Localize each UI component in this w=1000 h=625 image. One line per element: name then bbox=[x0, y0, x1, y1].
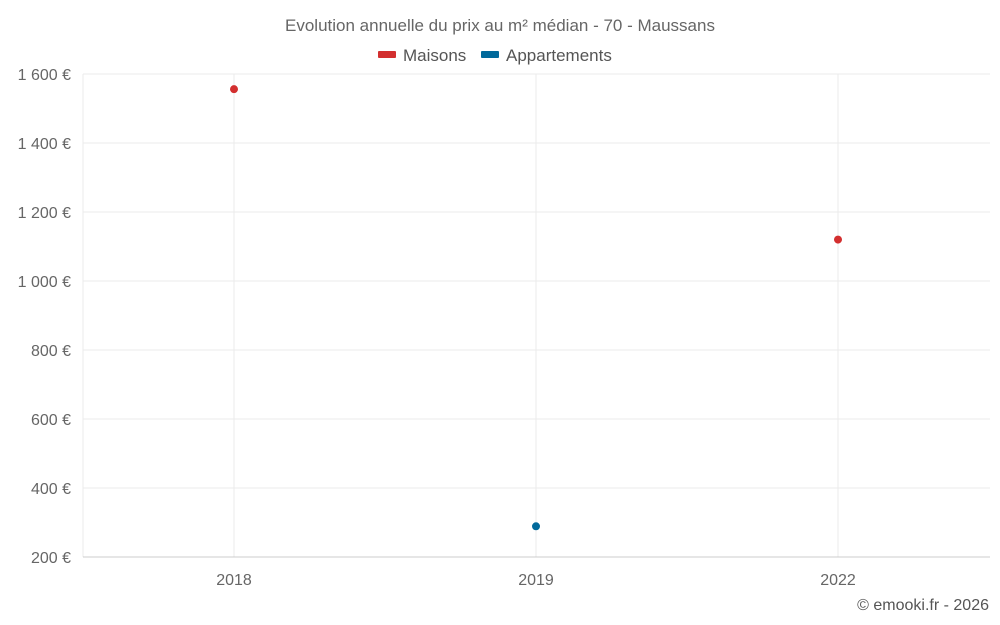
y-tick-label: 1 200 € bbox=[18, 205, 71, 222]
legend-label-maisons[interactable]: Maisons bbox=[403, 46, 466, 65]
data-points bbox=[230, 85, 842, 531]
chart-title: Evolution annuelle du prix au m² médian … bbox=[285, 16, 715, 35]
y-tick-label: 1 400 € bbox=[18, 136, 71, 153]
x-axis-ticks: 2018 2019 2022 bbox=[216, 572, 856, 589]
grid bbox=[83, 73, 990, 557]
legend-swatch-maisons[interactable] bbox=[378, 51, 396, 58]
x-tick-label: 2022 bbox=[820, 572, 856, 589]
y-tick-label: 400 € bbox=[31, 481, 71, 498]
y-tick-label: 800 € bbox=[31, 343, 71, 360]
data-point-appartements-2019[interactable] bbox=[532, 522, 540, 531]
legend: Maisons Appartements bbox=[378, 46, 612, 65]
x-tick-label: 2018 bbox=[216, 572, 252, 589]
legend-label-appartements[interactable]: Appartements bbox=[506, 46, 612, 65]
y-tick-label: 1 600 € bbox=[18, 67, 71, 84]
credit-text[interactable]: © emooki.fr - 2026 bbox=[857, 597, 989, 614]
y-axis-ticks: 200 € 400 € 600 € 800 € 1 000 € 1 200 € 1 400 … bbox=[18, 67, 71, 567]
axes bbox=[82, 74, 990, 558]
y-tick-label: 200 € bbox=[31, 550, 71, 567]
data-point-maisons-2022[interactable] bbox=[834, 235, 842, 244]
legend-swatch-appartements[interactable] bbox=[481, 51, 499, 58]
y-tick-label: 1 000 € bbox=[18, 274, 71, 291]
data-point-maisons-2018[interactable] bbox=[230, 85, 238, 94]
y-tick-label: 600 € bbox=[31, 412, 71, 429]
x-tick-label: 2019 bbox=[518, 572, 554, 589]
